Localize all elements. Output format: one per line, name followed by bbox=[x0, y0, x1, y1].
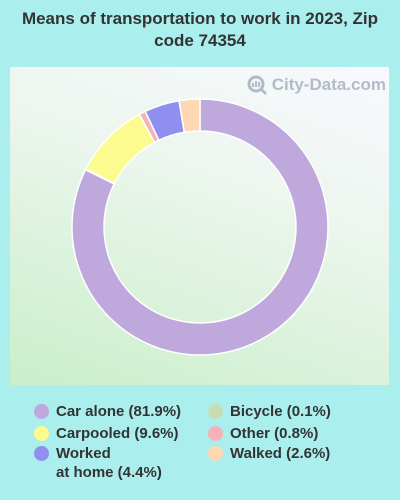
legend-label-2: Carpooled (9.6%) bbox=[56, 425, 179, 442]
magnifier-icon bbox=[247, 75, 267, 96]
donut-slice-5 bbox=[178, 98, 201, 134]
legend-item-2: Carpooled (9.6%) bbox=[34, 424, 179, 443]
legend-item-3: Other (0.8%) bbox=[208, 424, 318, 443]
legend-label-4: Worked at home (4.4%) bbox=[56, 445, 162, 481]
watermark-text: City-Data.com bbox=[271, 75, 386, 94]
legend-label-0: Car alone (81.9%) bbox=[56, 403, 182, 420]
legend-swatch-4 bbox=[34, 446, 49, 461]
donut-slice-0 bbox=[71, 98, 329, 356]
legend-swatch-0 bbox=[34, 404, 49, 419]
legend-swatch-1 bbox=[208, 404, 223, 419]
legend-swatch-2 bbox=[34, 426, 49, 441]
legend-item-4: Worked at home (4.4%) bbox=[34, 444, 162, 482]
chart-title: Means of transportation to work in 2023,… bbox=[21, 9, 379, 50]
legend-item-0: Car alone (81.9%) bbox=[34, 402, 181, 421]
legend-swatch-3 bbox=[208, 426, 223, 441]
legend-label-3: Other (0.8%) bbox=[230, 425, 319, 442]
legend-item-1: Bicycle (0.1%) bbox=[208, 402, 331, 421]
legend-label-1: Bicycle (0.1%) bbox=[230, 403, 331, 420]
legend-label-5: Walked (2.6%) bbox=[230, 445, 331, 462]
legend-swatch-5 bbox=[208, 446, 223, 461]
watermark: City-Data.com bbox=[246, 74, 386, 96]
legend-item-5: Walked (2.6%) bbox=[208, 444, 330, 463]
